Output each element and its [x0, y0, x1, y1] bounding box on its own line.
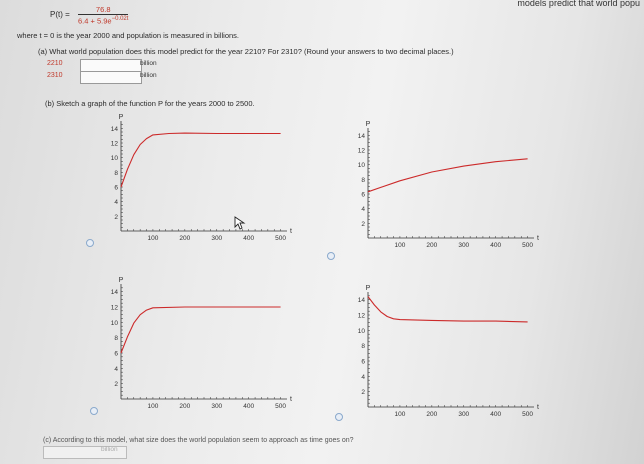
answer-year-2210: 2210 — [47, 60, 63, 67]
y-tick-label: 2 — [114, 381, 118, 388]
x-axis-label: t — [537, 404, 539, 411]
graph-svg: 2 4 6 8 10 12 14 100 200 300 400 500 Pt — [358, 121, 539, 249]
y-axis-label: P — [119, 114, 124, 121]
x-tick-label: 100 — [394, 411, 405, 418]
x-tick-label: 200 — [179, 403, 190, 410]
y-tick-label: 14 — [358, 297, 366, 304]
y-tick-label: 6 — [361, 359, 365, 366]
x-tick-label: 100 — [147, 403, 158, 410]
x-tick-label: 400 — [490, 411, 501, 418]
x-tick-label: 200 — [426, 242, 437, 249]
y-tick-label: 6 — [361, 192, 365, 199]
x-tick-label: 100 — [147, 235, 158, 242]
x-tick-label: 500 — [275, 235, 286, 242]
y-tick-label: 10 — [111, 320, 119, 327]
x-tick-label: 500 — [522, 242, 533, 249]
y-tick-label: 10 — [111, 155, 119, 162]
y-tick-label: 4 — [361, 374, 365, 381]
graph-option-radio-2[interactable] — [327, 252, 335, 260]
x-tick-label: 300 — [211, 403, 222, 410]
formula-exponent: −0.02t — [111, 16, 129, 22]
y-axis-label: P — [119, 277, 124, 284]
y-tick-label: 14 — [111, 126, 119, 133]
y-tick-label: 14 — [111, 289, 119, 296]
y-axis-label: P — [366, 121, 371, 128]
part-c-question: (c) According to this model, what size d… — [43, 437, 354, 444]
formula-denominator-base: 6.4 + 5.9e — [78, 16, 112, 26]
x-tick-label: 300 — [211, 235, 222, 242]
curve-line — [120, 306, 281, 354]
y-tick-label: 4 — [361, 206, 365, 213]
y-tick-label: 12 — [358, 313, 366, 320]
graph-svg: 2 4 6 8 10 12 14 100 200 300 400 500 Pt — [111, 277, 292, 410]
y-tick-label: 12 — [358, 148, 366, 155]
formula-lhs: P(t) = — [50, 10, 70, 19]
x-axis-label: t — [537, 235, 539, 242]
x-tick-label: 100 — [394, 242, 405, 249]
where-text: where t = 0 is the year 2000 and populat… — [17, 31, 240, 40]
x-tick-label: 300 — [458, 411, 469, 418]
y-tick-label: 8 — [114, 170, 118, 177]
graph-option-radio-4[interactable] — [335, 413, 343, 421]
graph-svg: 2 4 6 8 10 12 14 100 200 300 400 500 Pt — [358, 285, 539, 418]
x-tick-label: 300 — [458, 242, 469, 249]
formula-fraction: 76.8 6.4 + 5.9e−0.02t — [78, 5, 129, 26]
graph-svg: 2 4 6 8 10 12 14 100 200 300 400 500 Pt — [111, 114, 292, 242]
y-tick-label: 14 — [358, 133, 366, 140]
answer-unit-2210: billion — [140, 60, 157, 67]
answer-year-2310: 2310 — [47, 72, 63, 79]
part-c-unit: billion — [101, 446, 118, 453]
y-tick-label: 8 — [114, 335, 118, 342]
y-tick-label: 8 — [361, 343, 365, 350]
part-b-question: (b) Sketch a graph of the function P for… — [45, 99, 255, 108]
formula-denominator: 6.4 + 5.9e−0.02t — [78, 16, 128, 26]
y-axis-label: P — [366, 285, 371, 292]
formula-numerator: 76.8 — [78, 5, 129, 15]
y-tick-label: 4 — [114, 366, 118, 373]
y-tick-label: 6 — [114, 351, 118, 358]
y-tick-label: 2 — [361, 221, 365, 228]
graph-option-radio-1[interactable] — [86, 239, 94, 247]
y-tick-label: 12 — [111, 305, 119, 312]
x-axis-label: t — [290, 396, 292, 403]
curve-line — [367, 158, 528, 193]
x-tick-label: 500 — [522, 411, 533, 418]
x-axis-label: t — [290, 228, 292, 235]
x-tick-label: 400 — [490, 242, 501, 249]
header-title: models predict that world popu — [517, 0, 640, 8]
x-tick-label: 500 — [275, 403, 286, 410]
y-tick-label: 10 — [358, 162, 366, 169]
curve-line — [367, 296, 528, 323]
x-tick-label: 400 — [243, 235, 254, 242]
part-a-question: (a) What world population does this mode… — [38, 47, 454, 56]
x-tick-label: 200 — [426, 411, 437, 418]
y-tick-label: 12 — [111, 141, 119, 148]
mouse-pointer-icon — [234, 216, 246, 230]
y-tick-label: 2 — [361, 389, 365, 396]
y-tick-label: 10 — [358, 328, 366, 335]
y-tick-label: 4 — [114, 199, 118, 206]
part-c-answer-input[interactable] — [43, 446, 127, 459]
y-tick-label: 6 — [114, 185, 118, 192]
y-tick-label: 2 — [114, 214, 118, 221]
x-tick-label: 200 — [179, 235, 190, 242]
answer-input-2310[interactable] — [80, 71, 142, 84]
graph-option-radio-3[interactable] — [90, 407, 98, 415]
answer-unit-2310: billion — [140, 72, 157, 79]
y-tick-label: 8 — [361, 177, 365, 184]
curve-line — [120, 132, 281, 188]
x-tick-label: 400 — [243, 403, 254, 410]
